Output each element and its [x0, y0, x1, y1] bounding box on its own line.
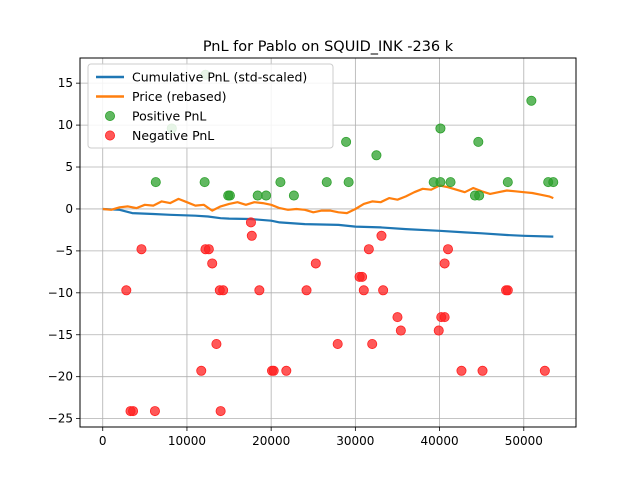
negative-pnl-point	[218, 285, 229, 296]
negative-pnl-point	[207, 258, 218, 269]
y-tick-label: 10	[58, 118, 73, 132]
negative-pnl-point	[310, 258, 321, 269]
negative-pnl-point	[281, 365, 292, 376]
positive-pnl-point	[474, 190, 485, 201]
negative-pnl-point	[433, 325, 444, 336]
plot-area	[102, 69, 559, 417]
positive-pnl-point	[321, 177, 332, 188]
y-tick-label: −5	[55, 244, 73, 258]
positive-pnl-point	[502, 177, 513, 188]
negative-pnl-point	[136, 244, 147, 255]
negative-pnl-point	[477, 365, 488, 376]
chart-title: PnL for Pablo on SQUID_INK -236 k	[203, 39, 454, 55]
y-tick-label: −25	[48, 412, 73, 426]
negative-pnl-point	[376, 230, 387, 241]
negative-pnl-point	[332, 338, 343, 349]
axis-ticks: 0 10000 20000 30000 40000 50000 −25 −20 −15 −10 −5…	[48, 76, 543, 448]
y-tick-label: −10	[48, 286, 73, 300]
negative-pnl-point	[246, 230, 257, 241]
negative-pnl-point	[215, 406, 226, 417]
cumulative-pnl-std-scaled-line	[102, 207, 554, 238]
legend-label: Cumulative PnL (std-scaled)	[132, 70, 307, 85]
positive-pnl-point	[252, 190, 263, 201]
negative-pnl-point	[301, 285, 312, 296]
positive-pnl-point	[548, 177, 559, 188]
negative-pnl-point	[254, 285, 265, 296]
negative-pnl-point	[357, 271, 368, 282]
x-tick-label: 30000	[336, 434, 374, 448]
negative-pnl-point	[502, 285, 513, 296]
negative-pnl-point	[439, 258, 450, 269]
positive-pnl-point	[526, 95, 537, 106]
negative-pnl-point	[439, 312, 450, 323]
positive-pnl-point	[150, 177, 161, 188]
legend-label: Price (rebased)	[132, 89, 227, 104]
positive-pnl-point	[445, 177, 456, 188]
positive-pnl-point	[275, 177, 286, 188]
negative-pnl-point	[203, 244, 214, 255]
negative-pnl-point	[456, 365, 467, 376]
negative-pnl-point	[358, 285, 369, 296]
x-tick-label: 40000	[420, 434, 458, 448]
positive-pnl-point	[343, 177, 354, 188]
negative-pnl-point	[128, 406, 139, 417]
legend: Cumulative PnL (std-scaled) Price (rebase…	[87, 63, 334, 149]
legend-box	[87, 63, 334, 149]
x-tick-label: 10000	[168, 434, 206, 448]
negative-pnl-point	[395, 325, 406, 336]
negative-pnl-point	[121, 285, 132, 296]
y-tick-label: 5	[65, 160, 73, 174]
negative-pnl-point	[363, 244, 374, 255]
negative-pnl-point	[442, 244, 453, 255]
positive-pnl-point	[224, 190, 235, 201]
y-tick-label: 15	[58, 76, 73, 90]
negative-pnl-point	[211, 338, 222, 349]
positive-pnl-point	[371, 150, 382, 161]
legend-marker-swatch	[105, 130, 116, 141]
x-tick-label: 0	[99, 434, 107, 448]
y-tick-label: 0	[65, 202, 73, 216]
positive-pnl-point	[288, 190, 299, 201]
negative-pnl-point	[378, 285, 389, 296]
legend-label: Positive PnL	[132, 109, 206, 124]
negative-pnl-point	[367, 338, 378, 349]
positive-pnl-point	[199, 177, 210, 188]
x-tick-label: 50000	[505, 434, 543, 448]
positive-pnl-point	[473, 136, 484, 147]
negative-pnl-point	[196, 365, 207, 376]
positive-pnl-point	[261, 190, 272, 201]
positive-pnl-point	[435, 123, 446, 134]
legend-label: Negative PnL	[132, 128, 214, 143]
negative-pnl-point	[392, 312, 403, 323]
negative-pnl-point	[268, 365, 279, 376]
negative-pnl-point	[245, 217, 256, 228]
positive-pnl-point	[435, 177, 446, 188]
positive-pnl-point	[341, 136, 352, 147]
negative-pnl-point	[149, 406, 160, 417]
legend-marker-swatch	[105, 111, 116, 122]
y-tick-label: −15	[48, 328, 73, 342]
negative-pnl-point	[539, 365, 550, 376]
y-tick-label: −20	[48, 370, 73, 384]
x-tick-label: 20000	[252, 434, 290, 448]
axes-frame	[79, 57, 577, 428]
